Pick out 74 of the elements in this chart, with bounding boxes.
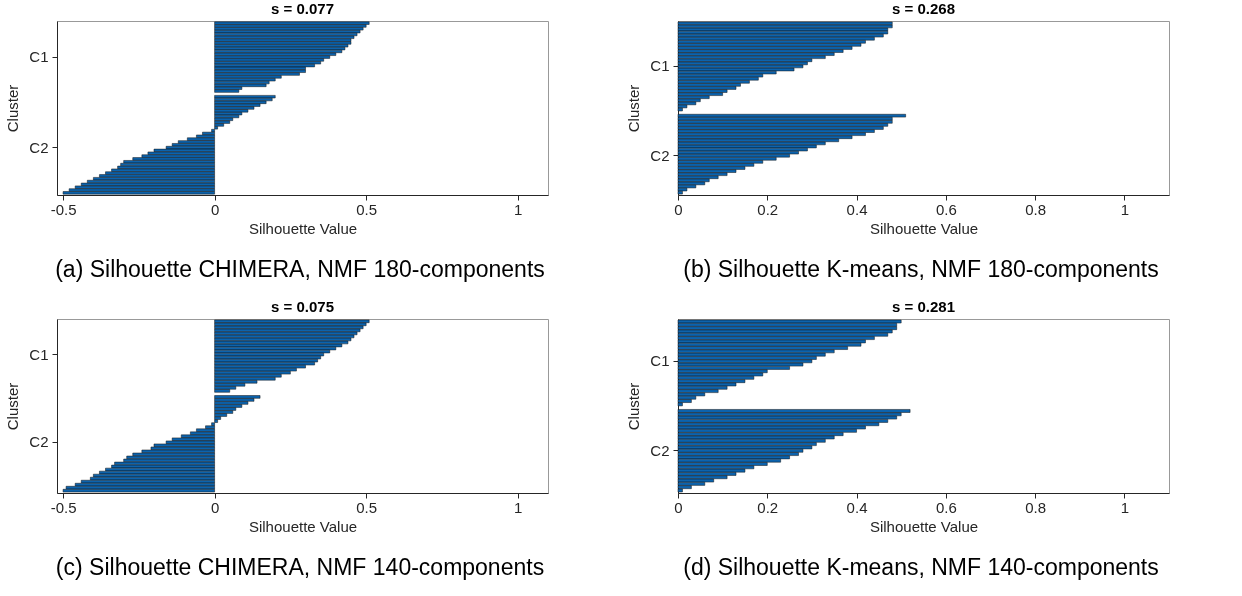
text: (b) Silhouette K-means, NMF 180-components	[682, 256, 1160, 283]
y-tick-label: C1	[650, 57, 670, 75]
x-tick-label: 1	[1120, 200, 1130, 218]
x-tick-label: 0	[210, 498, 220, 516]
x-axis-title: Silhouette Value	[248, 219, 358, 237]
y-axis-title: Cluster	[625, 84, 643, 133]
x-tick-label: 0	[674, 498, 683, 516]
x-axis-title: Silhouette Value	[869, 219, 979, 237]
x-tick-label: 0.6	[935, 498, 957, 516]
bar	[214, 120, 231, 124]
y-tick-label: C1	[650, 352, 670, 370]
bar	[677, 30, 889, 35]
chart-title: s = 0.268	[892, 0, 955, 17]
bar	[214, 410, 234, 414]
chart-title: s = 0.281	[892, 298, 955, 315]
y-axis-title: Cluster	[4, 382, 22, 431]
bar	[214, 89, 240, 93]
x-tick-label: 0.8	[1025, 498, 1047, 516]
bar	[677, 123, 889, 127]
x-tick-label: 0.5	[356, 498, 378, 516]
y-axis-title: Cluster	[4, 84, 22, 133]
bar	[214, 24, 367, 28]
bar	[677, 372, 764, 377]
bar	[677, 64, 804, 69]
bar	[677, 329, 893, 334]
bar	[677, 27, 889, 32]
bar	[153, 443, 215, 447]
x-tick-label: 0.6	[935, 200, 957, 218]
bar	[677, 33, 884, 38]
bar	[677, 126, 884, 130]
bar	[677, 77, 759, 81]
bar	[677, 181, 706, 186]
y-tick-label: C2	[650, 441, 670, 459]
x-tick-label: -0.5	[50, 498, 77, 516]
bar	[214, 38, 352, 42]
y-axis-title: Cluster	[625, 382, 643, 431]
text: (a) Silhouette CHIMERA, NMF 180-components	[54, 256, 546, 283]
x-tick-label: 0.4	[846, 498, 868, 516]
bar	[214, 395, 261, 399]
bar	[214, 41, 352, 45]
bar	[62, 191, 215, 195]
y-tick-label: C1	[29, 345, 49, 363]
text: (d) Silhouette K-means, NMF 140-components	[682, 554, 1160, 581]
x-tick-label: 0.2	[757, 200, 779, 218]
text: (c) Silhouette CHIMERA, NMF 140-components	[54, 554, 546, 581]
bar	[677, 43, 862, 47]
bar	[214, 27, 364, 31]
x-tick-label: 1	[514, 200, 523, 218]
bar	[677, 319, 902, 324]
y-tick-label: C2	[29, 138, 49, 156]
x-axis-title: Silhouette Value	[869, 517, 979, 535]
x-tick-label: 0	[674, 200, 683, 218]
bar	[677, 445, 813, 450]
bar	[214, 21, 370, 25]
x-tick-label: 0	[210, 200, 220, 218]
x-tick-label: 1	[1120, 498, 1130, 516]
chart-title: s = 0.075	[271, 298, 334, 315]
x-tick-label: 0.2	[757, 498, 779, 516]
x-tick-label: 0.4	[846, 200, 868, 218]
x-tick-label: -0.5	[50, 200, 77, 218]
bar	[65, 486, 215, 490]
x-tick-label: 1	[514, 498, 523, 516]
y-tick-label: C1	[29, 48, 49, 66]
y-tick-label: C2	[650, 146, 670, 164]
x-axis-title: Silhouette Value	[248, 517, 358, 535]
chart-title: s = 0.077	[271, 0, 334, 17]
y-tick-label: C2	[29, 433, 49, 451]
bar	[677, 114, 906, 118]
bar	[677, 86, 737, 90]
bar	[214, 340, 349, 345]
x-tick-label: 0.8	[1025, 200, 1047, 218]
x-tick-label: 0.5	[356, 200, 378, 218]
bar	[677, 24, 893, 29]
bar	[677, 101, 697, 106]
